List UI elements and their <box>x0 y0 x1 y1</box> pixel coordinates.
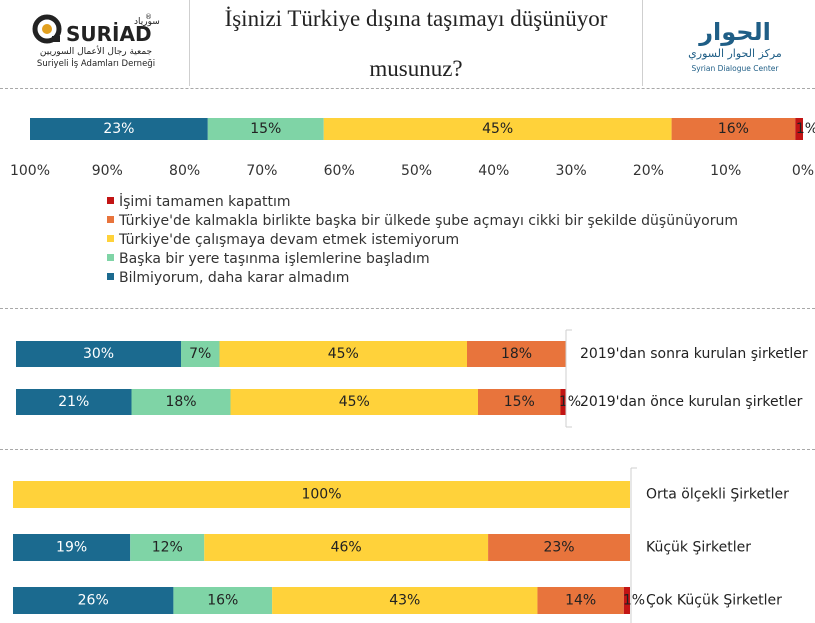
legend-swatch <box>107 197 114 204</box>
right-logo: الحوار مركز الحوار السوري Syrian Dialogu… <box>680 12 790 78</box>
bar-data-label: 1% <box>623 593 645 609</box>
bar-segment-baska <box>173 587 273 614</box>
bar-segment-calismaya <box>323 118 672 140</box>
section-separator-2 <box>0 308 815 309</box>
x-axis-tick-label: 60% <box>324 163 355 179</box>
x-axis-tick-label: 100% <box>10 163 50 179</box>
bar-segment-sube <box>478 389 561 415</box>
bar-segment-bilmiyorum <box>13 587 174 614</box>
bar-data-label: 45% <box>339 394 370 410</box>
category-label: Küçük Şirketler <box>646 540 751 556</box>
bar-data-label: 23% <box>543 540 574 556</box>
bar-data-label: 15% <box>250 121 281 137</box>
bar-segment-baska <box>131 389 231 415</box>
legend-swatch <box>107 254 114 261</box>
bar-segment-bilmiyorum <box>13 534 131 561</box>
legend-entry-label: Türkiye'de kalmakla birlikte başka bir ü… <box>118 213 738 229</box>
legend-entry-label: Türkiye'de çalışmaya devam etmek istemiy… <box>118 232 459 248</box>
bar-data-label: 45% <box>328 346 359 362</box>
category-label: 2019'dan sonra kurulan şirketler <box>580 346 808 362</box>
left-logo: SURİAD سورياد ® جمعية رجال الأعمال السور… <box>30 10 165 76</box>
x-axis-tick-label: 90% <box>92 163 123 179</box>
bar-data-label: 45% <box>482 121 513 137</box>
legend-swatch <box>107 235 114 242</box>
bar-data-label: 12% <box>152 540 183 556</box>
bar-segment-calismaya <box>230 389 478 415</box>
bar-data-label: 1% <box>796 121 815 137</box>
logo-arabic-name: جمعية رجال الأعمال السوريين <box>40 45 152 57</box>
title-line-1: İşinizi Türkiye dışına taşımayı düşünüyo… <box>224 6 608 31</box>
bar-data-label: 18% <box>501 346 532 362</box>
bar-data-label: 14% <box>565 593 596 609</box>
logo-arabic-main: الحوار <box>698 18 771 46</box>
category-label: 2019'dan önce kurulan şirketler <box>580 394 803 410</box>
bar-segment-calismaya <box>219 341 467 367</box>
page-title: İşinizi Türkiye dışına taşımayı düşünüyo… <box>190 0 642 83</box>
x-axis-tick-label: 10% <box>710 163 741 179</box>
x-axis-tick-label: 30% <box>556 163 587 179</box>
bar-segment-bilmiyorum <box>30 118 208 140</box>
x-axis-tick-label: 40% <box>478 163 509 179</box>
bar-segment-kapattim <box>795 118 803 140</box>
legend-entry-label: Bilmiyorum, daha karar almadım <box>119 270 349 286</box>
x-axis-tick-label: 50% <box>401 163 432 179</box>
bar-data-label: 16% <box>718 121 749 137</box>
x-axis-tick-label: 80% <box>169 163 200 179</box>
bar-data-label: 43% <box>389 593 420 609</box>
legend-swatch <box>107 273 114 280</box>
bar-data-label: 21% <box>58 394 89 410</box>
logo-arabic-sub: مركز الحوار السوري <box>688 47 782 60</box>
bar-segment-sube <box>671 118 796 140</box>
header-divider-left <box>189 0 190 86</box>
bar-data-label: 16% <box>207 593 238 609</box>
x-axis-tick-label: 70% <box>246 163 277 179</box>
bar-segment-baska <box>207 118 324 140</box>
bar-data-label: 18% <box>165 394 196 410</box>
section-separator-1 <box>0 88 815 89</box>
bar-segment-calismaya <box>204 534 489 561</box>
bar-data-label: 7% <box>189 346 211 362</box>
bar-segment-baska <box>130 534 205 561</box>
logo-english-name: Syrian Dialogue Center <box>692 64 780 73</box>
bar-segment-sube <box>488 534 630 561</box>
bar-data-label: 26% <box>78 593 109 609</box>
bar-segment-kapattim <box>560 389 566 415</box>
x-axis-tick-label: 20% <box>633 163 664 179</box>
legend-entry-label: İşimi tamamen kapattım <box>119 192 291 210</box>
bar-segment-bilmiyorum <box>16 341 181 367</box>
logo-brand-arabic: سورياد <box>134 17 160 27</box>
bar-data-label: 100% <box>301 487 341 503</box>
bar-data-label: 1% <box>559 394 581 410</box>
suriad-logo-icon: SURİAD سورياد ® جمعية رجال الأعمال السور… <box>32 13 160 69</box>
bar-data-label: 19% <box>56 540 87 556</box>
bar-data-label: 23% <box>103 121 134 137</box>
section-separator-3 <box>0 449 815 450</box>
bar-segment-calismaya <box>272 587 538 614</box>
logo-registered-mark: ® <box>145 13 152 21</box>
legend-entry-label: Başka bir yere taşınma işlemlerine başla… <box>119 251 430 267</box>
category-label: Orta ölçekli Şirketler <box>646 487 789 503</box>
bar-segment-bilmiyorum <box>16 389 132 415</box>
bar-segment-baska <box>181 341 220 367</box>
logo-name: Suriyeli İş Adamları Derneği <box>37 58 155 69</box>
bar-segment-kapattim <box>623 587 630 614</box>
bar-segment-sube <box>537 587 624 614</box>
bar-data-label: 46% <box>331 540 362 556</box>
bar-data-label: 15% <box>504 394 535 410</box>
dialogue-center-logo-icon: الحوار مركز الحوار السوري Syrian Dialogu… <box>688 18 782 73</box>
legend-swatch <box>107 216 114 223</box>
bar-data-label: 30% <box>83 346 114 362</box>
x-axis-tick-label: 0% <box>792 163 814 179</box>
header-divider-right <box>642 0 643 86</box>
bar-segment-sube <box>467 341 566 367</box>
bar-segment-calismaya <box>13 481 630 508</box>
logo-brand: SURİAD <box>66 22 152 46</box>
title-line-2: musunuz? <box>369 56 463 81</box>
category-label: Çok Küçük Şirketler <box>646 593 782 609</box>
